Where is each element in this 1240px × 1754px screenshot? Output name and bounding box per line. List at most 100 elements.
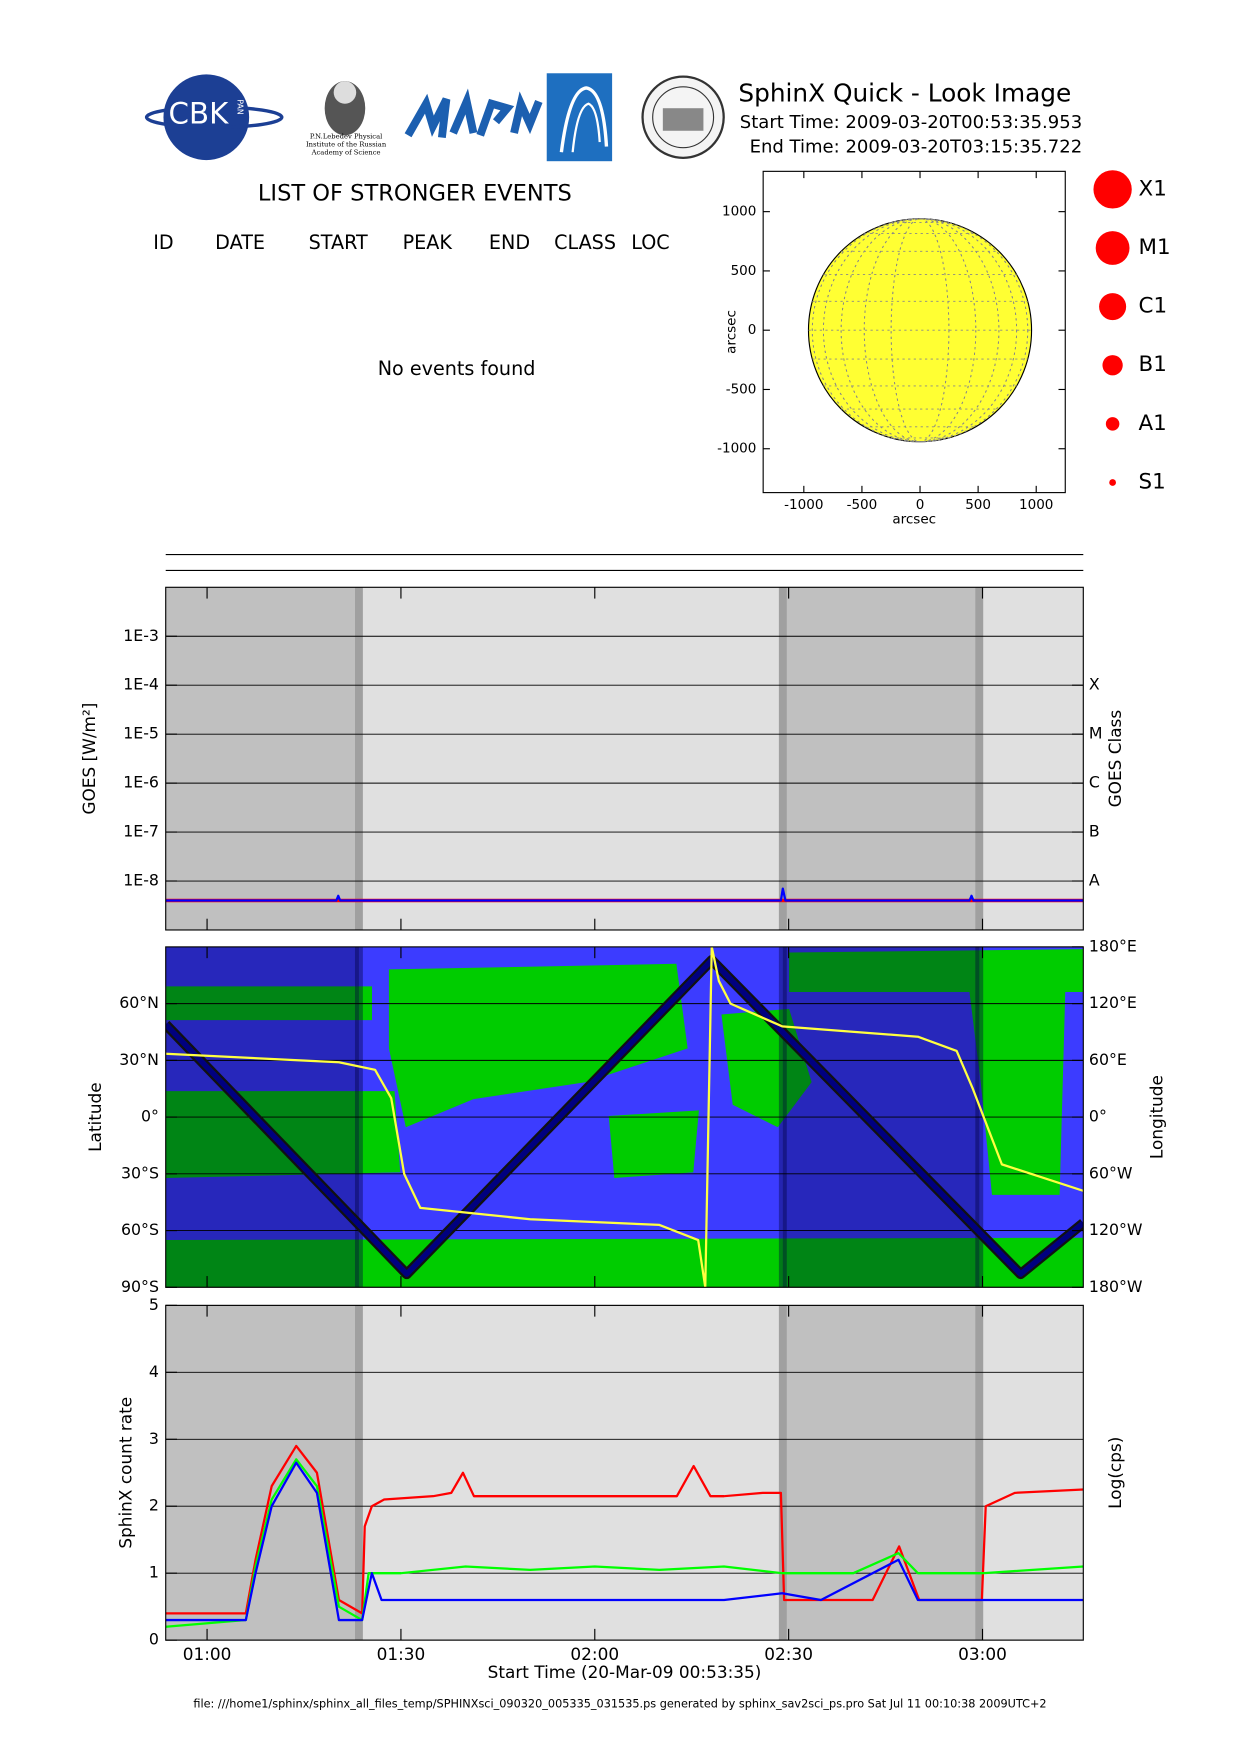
terminator-strip	[354, 1305, 363, 1641]
y-tick-label: 500	[731, 263, 757, 279]
y2-tick-label: B	[1089, 822, 1100, 841]
y-tick-label: 3	[149, 1429, 159, 1448]
terminator-strip	[354, 587, 363, 930]
y2-tick-label: 0°	[1089, 1107, 1107, 1126]
events-column: DATE	[215, 231, 265, 254]
map-region	[388, 963, 688, 1128]
events-message: No events found	[378, 357, 536, 380]
y-tick-label: 0	[748, 322, 757, 338]
y-tick-label: 5	[149, 1295, 159, 1314]
logo-lebedev: P.N.Lebedev Physical Institute of the Ru…	[305, 81, 387, 157]
logo-lebedev-caption: P.N.Lebedev Physical Institute of the Ru…	[305, 133, 387, 157]
y-tick-label: 30°S	[121, 1163, 159, 1182]
y2-tick-label: 120°E	[1089, 993, 1137, 1012]
y-tick-label: 1E-7	[123, 822, 159, 841]
class-symbol	[1095, 231, 1130, 265]
events-title: LIST OF STRONGER EVENTS	[258, 180, 572, 206]
y-tick-label: -1000	[717, 441, 756, 457]
series-line	[165, 1458, 1084, 1628]
map-region	[165, 1237, 1084, 1288]
events-column: LOC	[631, 231, 669, 254]
y-tick-label: 4	[149, 1362, 159, 1381]
y-tick-label: 1E-4	[123, 675, 159, 694]
x-axis-label: Start Time (20-Mar-09 00:53:35)	[488, 1662, 762, 1682]
class-symbol	[1102, 355, 1123, 376]
logo-seal-building	[662, 108, 704, 131]
x-tick-label: 02:30	[764, 1644, 813, 1664]
y2-tick-label: 60°E	[1089, 1050, 1127, 1069]
y2-tick-label: 180°W	[1089, 1277, 1143, 1296]
map-region	[165, 1091, 401, 1178]
logo-cbk-text: CBK	[169, 96, 230, 130]
logo-arc	[546, 73, 613, 162]
logo-seal	[641, 75, 725, 159]
y-axis-label: arcsec	[724, 310, 740, 354]
plot-frame	[762, 170, 1066, 494]
logo-arc-curve	[571, 102, 601, 153]
logo-mipan-glyphs	[404, 88, 543, 138]
logo-seal-inner	[652, 86, 715, 149]
y-tick-label: 2	[149, 1496, 159, 1515]
x-tick-label: 01:00	[183, 1644, 232, 1664]
x-tick-label: 03:00	[958, 1644, 1007, 1664]
y2-tick-label: X	[1089, 675, 1100, 694]
y-axis-label: SphinX count rate	[115, 1397, 135, 1549]
logo-mipan	[404, 88, 543, 138]
map-region	[789, 949, 1084, 992]
events-column: CLASS	[554, 231, 616, 254]
series-line	[165, 1444, 1084, 1615]
x-tick-label: 01:30	[377, 1644, 426, 1664]
y-tick-label: 1E-6	[123, 773, 159, 792]
map-region	[608, 1110, 699, 1178]
y2-tick-label: 60°W	[1089, 1163, 1133, 1182]
class-label: C1	[1139, 294, 1168, 319]
class-label: M1	[1139, 235, 1171, 260]
terminator-strip	[975, 587, 984, 930]
logo-pan-text: PAN	[236, 99, 245, 115]
terminator-strip	[778, 587, 787, 930]
plot-area	[165, 946, 1084, 1288]
night-interval	[165, 1305, 359, 1641]
series-line	[165, 1461, 1084, 1622]
y2-axis-label: Longitude	[1147, 1075, 1167, 1159]
y-axis-label: Latitude	[85, 1082, 105, 1152]
y2-tick-label: A	[1089, 871, 1100, 890]
y-tick-label: 1E-5	[123, 724, 159, 743]
class-label: X1	[1139, 176, 1167, 201]
class-label: A1	[1139, 411, 1167, 436]
y-tick-label: 60°N	[119, 993, 159, 1012]
footer: file: ///home1/sphinx/sphinx_all_files_t…	[193, 1697, 1046, 1710]
solar-disk	[807, 218, 1033, 443]
night-interval	[782, 1305, 980, 1641]
y-tick-label: -500	[726, 381, 757, 397]
y2-tick-label: 180°E	[1089, 936, 1137, 955]
plot-frame	[165, 1304, 1084, 1641]
y-tick-label: 0°	[141, 1107, 159, 1126]
logo-cbk-disk	[163, 74, 250, 161]
plot-frame	[165, 586, 1084, 931]
y2-tick-label: 120°W	[1089, 1220, 1143, 1239]
logo-cbk: CBK PAN	[144, 74, 284, 161]
x-tick-label: 1000	[1019, 497, 1053, 513]
y-tick-label: 1E-3	[123, 626, 159, 645]
class-label: B1	[1139, 352, 1167, 377]
night-interval	[165, 587, 359, 930]
terminator-strip	[778, 1305, 787, 1641]
logo-lebedev-face	[333, 81, 357, 104]
y-tick-label: 60°S	[121, 1220, 159, 1239]
class-label: S1	[1139, 469, 1166, 494]
header-title: SphinX Quick - Look Image	[738, 79, 1071, 108]
class-symbol	[1109, 479, 1116, 486]
x-tick-label: -500	[847, 497, 878, 513]
logo-arc-curve	[559, 86, 609, 153]
logo-cbk-ring	[144, 105, 284, 130]
events-column: END	[489, 231, 530, 254]
y-axis-label: GOES [W/m²]	[79, 703, 99, 815]
x-tick-label: -1000	[784, 497, 823, 513]
y-tick-label: 90°S	[121, 1277, 159, 1296]
class-symbol	[1093, 170, 1132, 209]
x-axis-label: arcsec	[892, 512, 936, 528]
series-line	[165, 946, 1084, 1288]
